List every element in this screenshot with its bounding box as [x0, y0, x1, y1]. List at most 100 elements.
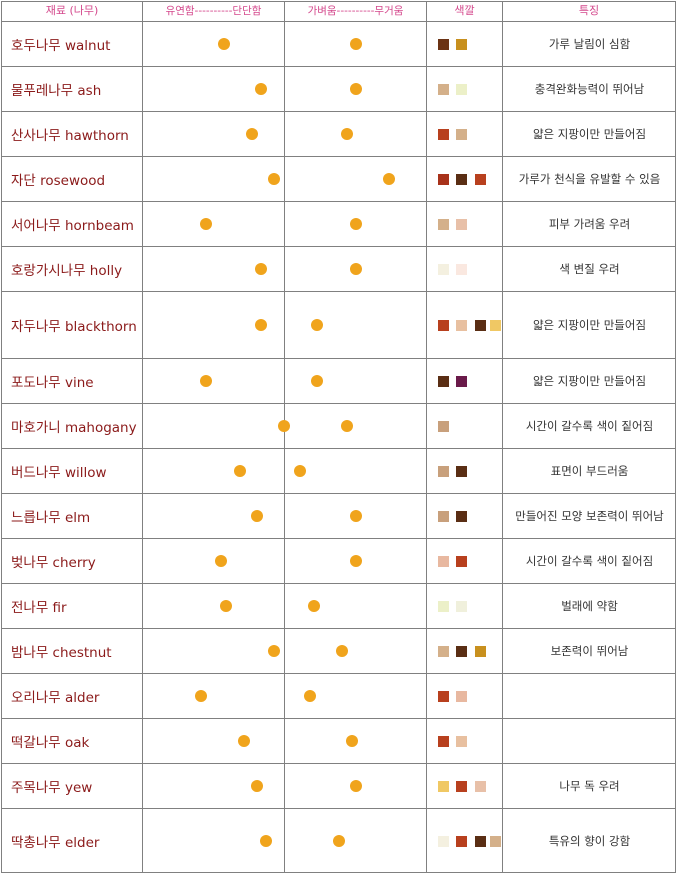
row-divider [1, 201, 676, 202]
wood-feature: 벌래에 약함 [561, 599, 618, 613]
table-row: 포도나무 vine 얇은 지팡이만 만들어짐 [1, 359, 676, 403]
hardness-dot [277, 420, 290, 432]
color-swatch [456, 645, 467, 657]
table-row: 마호가니 mahogany 시간이 갈수록 색이 짙어짐 [1, 404, 676, 448]
wood-feature: 색 변질 우려 [559, 262, 620, 276]
header-hardness: 유연함----------단단함 [165, 5, 262, 17]
color-swatch [456, 83, 467, 95]
row-divider [1, 673, 676, 674]
wood-name: 벚나무 cherry [11, 555, 96, 571]
wood-feature: 보존력이 뛰어남 [550, 644, 629, 658]
table-row: 서어나무 hornbeam 피부 가려움 우려 [1, 202, 676, 246]
color-swatch [456, 835, 467, 847]
hardness-dot [233, 465, 246, 477]
grid-line [675, 1, 676, 873]
table-row: 자두나무 blackthorn 얇은 지팡이만 만들어짐 [1, 292, 676, 358]
weight-dot [349, 780, 362, 792]
color-swatch [456, 555, 467, 567]
row-divider [1, 583, 676, 584]
wood-feature: 특유의 향이 강함 [548, 834, 631, 848]
weight-dot [311, 319, 324, 331]
weight-dot [349, 83, 362, 95]
color-swatch [438, 173, 449, 185]
color-swatch [438, 465, 449, 477]
wood-name: 호랑가시나무 holly [11, 263, 123, 279]
weight-dot [349, 555, 362, 567]
row-divider [1, 66, 676, 67]
color-swatch [456, 735, 467, 747]
weight-dot [349, 263, 362, 275]
table-row: 물푸레나무 ash 충격완화능력이 뛰어남 [1, 67, 676, 111]
color-swatch [475, 319, 486, 331]
row-divider [1, 808, 676, 809]
row-divider [1, 246, 676, 247]
grid-line [284, 1, 285, 873]
color-swatch [438, 128, 449, 140]
row-divider [1, 763, 676, 764]
color-swatch [456, 173, 467, 185]
wood-feature: 표면이 부드러움 [550, 464, 629, 478]
grid-line [426, 1, 427, 873]
wood-name: 떡갈나무 oak [11, 735, 90, 751]
header-weight: 가벼움----------무거움 [307, 5, 404, 17]
wood-feature [503, 719, 676, 763]
row-divider [1, 21, 676, 22]
grid-line [1, 1, 676, 2]
hardness-dot [246, 128, 259, 140]
hardness-dot [260, 835, 272, 847]
color-swatch [438, 263, 449, 275]
wood-feature: 피부 가려움 우려 [548, 217, 631, 231]
color-swatch [438, 375, 449, 387]
color-swatch [456, 600, 467, 612]
wood-name: 전나무 fir [11, 600, 67, 616]
hardness-dot [195, 690, 207, 702]
wood-name: 마호가니 mahogany [11, 420, 137, 436]
weight-dot [341, 128, 354, 140]
grid-line [142, 1, 143, 873]
wood-feature: 가루가 천식을 유발할 수 있음 [518, 172, 661, 186]
hardness-dot [267, 645, 280, 657]
hardness-dot [255, 319, 267, 331]
weight-dot [349, 218, 362, 230]
row-divider [1, 718, 676, 719]
color-swatch [456, 218, 467, 230]
color-swatch [438, 218, 449, 230]
wood-name: 느릅나무 elm [11, 510, 91, 526]
header-color: 색깔 [454, 4, 475, 17]
wood-feature: 만들어진 모양 보존력이 뛰어남 [515, 509, 664, 523]
color-swatch [438, 780, 449, 792]
wood-feature: 충격완화능력이 뛰어남 [534, 82, 645, 96]
hardness-dot [255, 263, 267, 275]
table-row: 전나무 fir 벌래에 약함 [1, 584, 676, 628]
wood-name: 오리나무 alder [11, 690, 100, 706]
wood-name: 자두나무 blackthorn [11, 319, 137, 335]
wood-feature: 시간이 갈수록 색이 짙어짐 [525, 554, 654, 568]
weight-dot [349, 38, 362, 50]
weight-dot [307, 600, 320, 612]
table-row: 떡갈나무 oak [1, 719, 676, 763]
hardness-dot [215, 555, 227, 567]
color-swatch [438, 555, 449, 567]
color-swatch [456, 319, 467, 331]
grid-line [502, 1, 503, 873]
hardness-dot [200, 218, 212, 230]
color-swatch [456, 510, 467, 522]
table-row: 호두나무 walnut 가루 날림이 심함 [1, 22, 676, 66]
wood-feature: 나무 독 우려 [559, 779, 620, 793]
wood-name: 딱총나무 elder [11, 835, 100, 851]
row-divider [1, 358, 676, 359]
row-divider [1, 538, 676, 539]
grid-line [1, 1, 2, 873]
hardness-dot [251, 780, 264, 792]
row-divider [1, 156, 676, 157]
hardness-dot [255, 83, 267, 95]
table-row: 호랑가시나무 holly 색 변질 우려 [1, 247, 676, 291]
table-row: 산사나무 hawthorn 얇은 지팡이만 만들어짐 [1, 112, 676, 156]
wood-name: 물푸레나무 ash [11, 83, 102, 99]
weight-dot [304, 690, 316, 702]
table-row: 자단 rosewood 가루가 천식을 유발할 수 있음 [1, 157, 676, 201]
table-row: 느릅나무 elm 만들어진 모양 보존력이 뛰어남 [1, 494, 676, 538]
color-swatch [490, 835, 501, 847]
wood-name: 버드나무 willow [11, 465, 107, 481]
